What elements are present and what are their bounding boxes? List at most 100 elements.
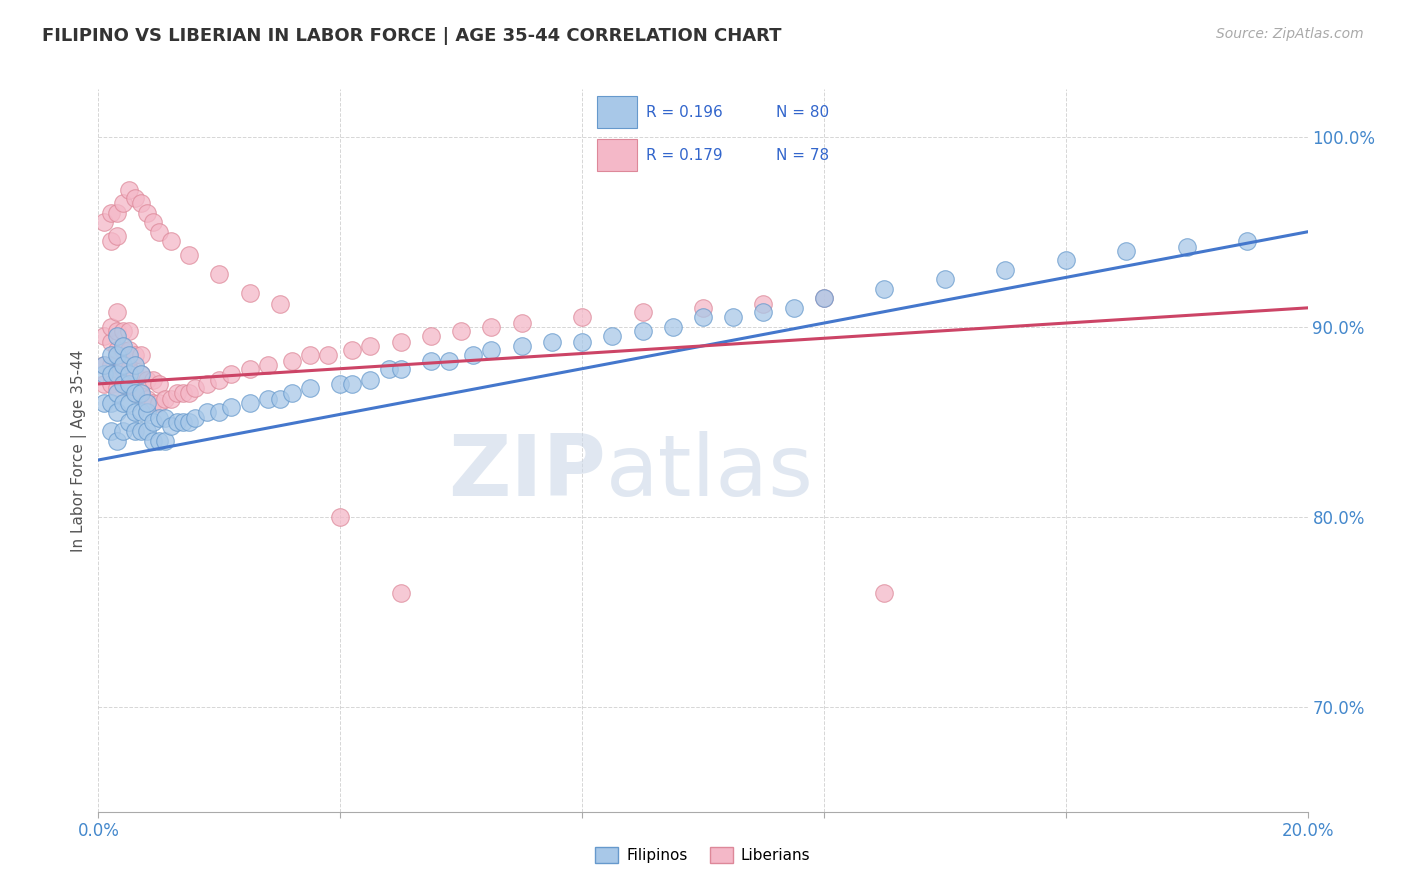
Point — [160, 418, 183, 433]
Point — [135, 373, 157, 387]
Point — [723, 310, 745, 325]
Point — [93, 215, 115, 229]
Point — [100, 396, 122, 410]
Point — [148, 411, 170, 425]
Point — [111, 425, 134, 439]
Point — [118, 348, 141, 362]
Point — [118, 183, 141, 197]
Point — [129, 348, 152, 362]
Point — [631, 324, 654, 338]
Point — [111, 343, 134, 357]
Text: Source: ZipAtlas.com: Source: ZipAtlas.com — [1216, 27, 1364, 41]
Point — [281, 386, 304, 401]
Point — [124, 348, 146, 362]
Point — [111, 396, 134, 410]
Point — [118, 343, 141, 357]
Text: atlas: atlas — [606, 431, 814, 514]
Point — [571, 310, 593, 325]
Point — [221, 368, 243, 382]
Point — [208, 405, 231, 419]
Point — [692, 301, 714, 315]
Point — [481, 319, 503, 334]
Point — [184, 381, 207, 395]
Point — [510, 316, 533, 330]
Point — [661, 319, 683, 334]
Point — [1115, 244, 1137, 258]
Point — [463, 348, 485, 362]
Point — [510, 339, 533, 353]
Point — [239, 285, 262, 300]
FancyBboxPatch shape — [596, 139, 637, 171]
Point — [118, 381, 141, 395]
Point — [420, 354, 443, 368]
Point — [299, 381, 322, 395]
Point — [118, 368, 141, 382]
Point — [93, 368, 115, 382]
Point — [100, 368, 122, 382]
Point — [360, 373, 382, 387]
Point — [93, 358, 115, 372]
Point — [172, 415, 194, 429]
Text: R = 0.179: R = 0.179 — [647, 148, 723, 162]
Point — [111, 358, 134, 372]
Point — [166, 415, 188, 429]
Point — [105, 361, 128, 376]
Point — [105, 329, 128, 343]
Point — [1175, 240, 1198, 254]
Point — [124, 425, 146, 439]
Point — [269, 392, 291, 406]
Point — [256, 358, 278, 372]
Point — [994, 262, 1017, 277]
Point — [221, 400, 243, 414]
Point — [118, 324, 141, 338]
Point — [100, 425, 122, 439]
Point — [813, 291, 835, 305]
Point — [360, 339, 382, 353]
Point — [481, 343, 503, 357]
Point — [124, 368, 146, 382]
Point — [179, 415, 201, 429]
Point — [142, 215, 165, 229]
Point — [105, 348, 128, 362]
Point — [142, 373, 165, 387]
Point — [100, 358, 122, 372]
Point — [105, 434, 128, 448]
Point — [142, 396, 165, 410]
Point — [118, 361, 141, 376]
Point — [934, 272, 956, 286]
Point — [184, 411, 207, 425]
Point — [571, 334, 593, 349]
Point — [105, 381, 128, 395]
Point — [135, 405, 157, 419]
Point — [124, 405, 146, 419]
Point — [179, 247, 201, 261]
Point — [111, 196, 134, 211]
Point — [93, 396, 115, 410]
Point — [135, 392, 157, 406]
Point — [783, 301, 806, 315]
Point — [93, 376, 115, 391]
Point — [377, 361, 399, 376]
Point — [148, 225, 170, 239]
Point — [195, 376, 218, 391]
Point — [129, 368, 152, 382]
Point — [105, 324, 128, 338]
Point — [135, 425, 157, 439]
Text: N = 80: N = 80 — [776, 105, 830, 120]
Point — [100, 376, 122, 391]
Point — [208, 267, 231, 281]
Point — [105, 304, 128, 318]
Text: R = 0.196: R = 0.196 — [647, 105, 723, 120]
Point — [329, 376, 352, 391]
Point — [105, 228, 128, 243]
Point — [93, 358, 115, 372]
Point — [342, 376, 364, 391]
Point — [111, 324, 134, 338]
Point — [129, 368, 152, 382]
Point — [129, 196, 152, 211]
Point — [148, 376, 170, 391]
Point — [1054, 253, 1077, 268]
Point — [105, 206, 128, 220]
Point — [118, 396, 141, 410]
Point — [105, 386, 128, 401]
